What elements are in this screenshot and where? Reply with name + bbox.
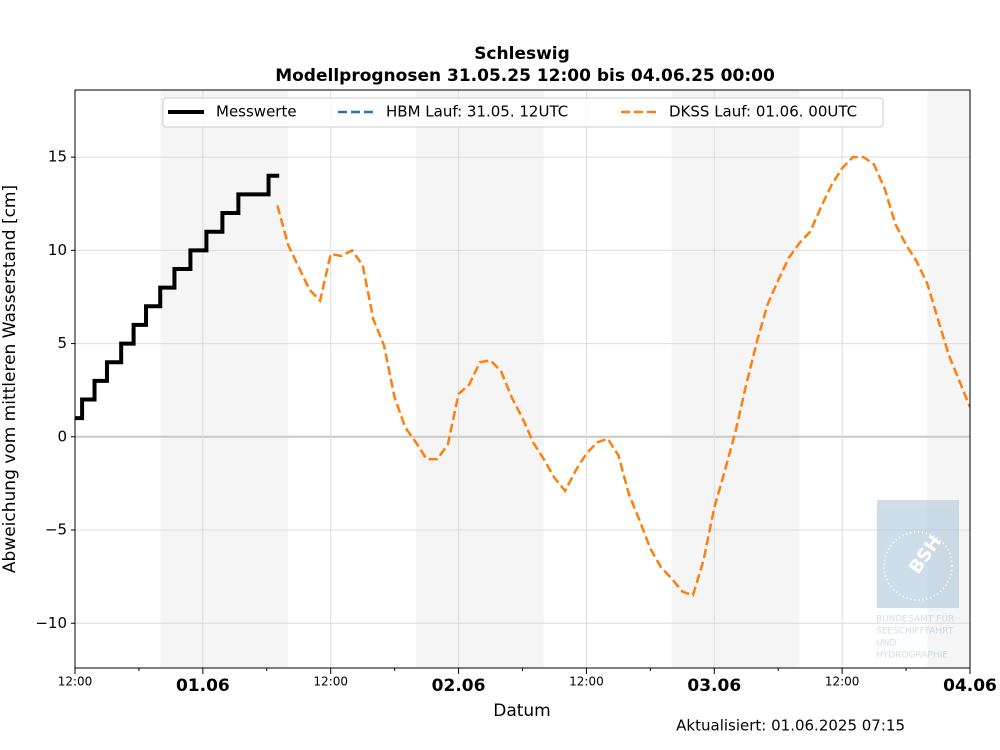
x-tick-label: 12:00 <box>569 675 604 689</box>
series-line <box>276 155 970 597</box>
x-tick-label: 12:00 <box>825 675 860 689</box>
chart-subtitle: Modellprognosen 31.05.25 12:00 bis 04.06… <box>275 66 775 86</box>
watermark-line: BUNDESAMT FÜR <box>876 614 954 625</box>
x-tick-label: 01.06 <box>176 676 230 696</box>
legend-label: Messwerte <box>216 103 297 121</box>
x-tick-label: 03.06 <box>687 676 741 696</box>
y-tick-label: −10 <box>35 614 67 632</box>
y-axis-label: Abweichung vom mittleren Wasserstand [cm… <box>0 185 20 573</box>
footer: Aktualisiert: 01.06.2025 07:15 <box>676 717 905 735</box>
watermark-line: UND <box>876 639 896 649</box>
logo-box <box>877 500 959 608</box>
watermark-line: SEESCHIFFFAHRT <box>876 627 954 637</box>
shaded-span <box>671 90 800 668</box>
x-axis-label: Datum <box>493 701 551 721</box>
x-tick-label: 12:00 <box>313 675 348 689</box>
chart-title: Schleswig <box>474 44 570 64</box>
series-line <box>75 173 280 421</box>
y-tick-label: −5 <box>45 521 67 539</box>
x-tick-label: 02.06 <box>432 676 486 696</box>
y-tick-label: 10 <box>48 241 67 259</box>
y-tick-label: 0 <box>57 427 67 445</box>
plot-frame <box>74 89 971 669</box>
x-tick-label: 12:00 <box>58 675 93 689</box>
legend: Messwerte HBM Lauf: 31.05. 12UTC DKSS Lauf… <box>162 97 884 128</box>
y-tick-label: 5 <box>57 334 67 352</box>
y-tick-label: 15 <box>48 148 67 166</box>
legend-label: HBM Lauf: 31.05. 12UTC <box>386 103 568 121</box>
legend-box <box>162 97 884 128</box>
logo-ring <box>883 531 953 601</box>
watermark-line: HYDROGRAPHIE <box>876 651 948 661</box>
shaded-span <box>415 90 544 668</box>
legend-label: DKSS Lauf: 01.06. 00UTC <box>669 103 857 121</box>
x-tick-label: 04.06 <box>943 676 997 696</box>
